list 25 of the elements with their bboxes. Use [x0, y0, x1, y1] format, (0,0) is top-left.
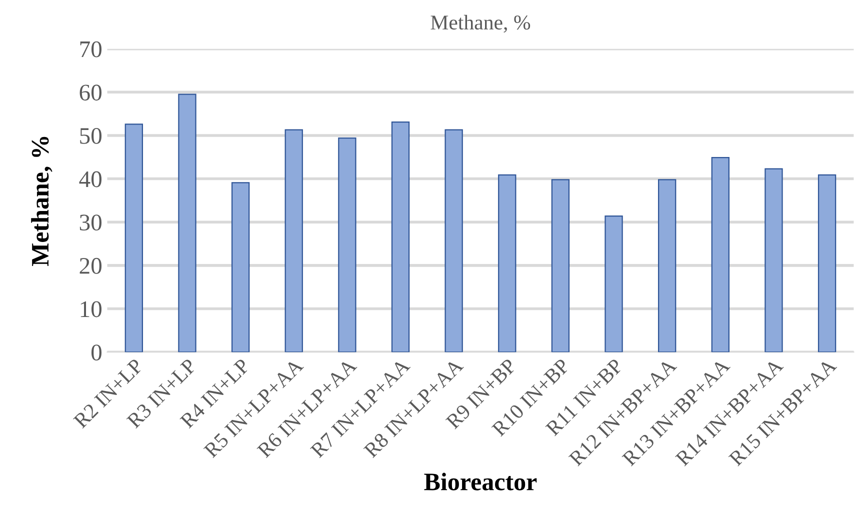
- y-tick-label: 30: [80, 214, 102, 231]
- bar: [391, 121, 410, 352]
- y-tick-label: 60: [80, 84, 102, 101]
- bar: [284, 129, 303, 352]
- bar: [231, 182, 250, 352]
- bar: [551, 179, 570, 352]
- bar: [604, 216, 623, 352]
- y-tick-label: 10: [80, 301, 102, 318]
- bar: [444, 129, 463, 352]
- bar: [178, 94, 196, 352]
- bar: [658, 179, 676, 352]
- chart-title: Methane, %: [430, 14, 530, 33]
- y-tick-label: 20: [80, 258, 102, 274]
- y-tick-label: 0: [91, 344, 102, 361]
- bar: [818, 174, 836, 352]
- bar: [711, 157, 730, 352]
- y-tick-label: 50: [80, 128, 102, 144]
- x-axis-title: Bioreactor: [424, 472, 537, 490]
- bar: [338, 138, 356, 352]
- y-tick-label: 40: [79, 171, 102, 188]
- bar: [124, 124, 143, 352]
- y-axis-title: Methane, %: [31, 136, 52, 266]
- bar: [498, 174, 516, 352]
- y-tick-label: 70: [80, 41, 102, 58]
- bar: [764, 168, 783, 352]
